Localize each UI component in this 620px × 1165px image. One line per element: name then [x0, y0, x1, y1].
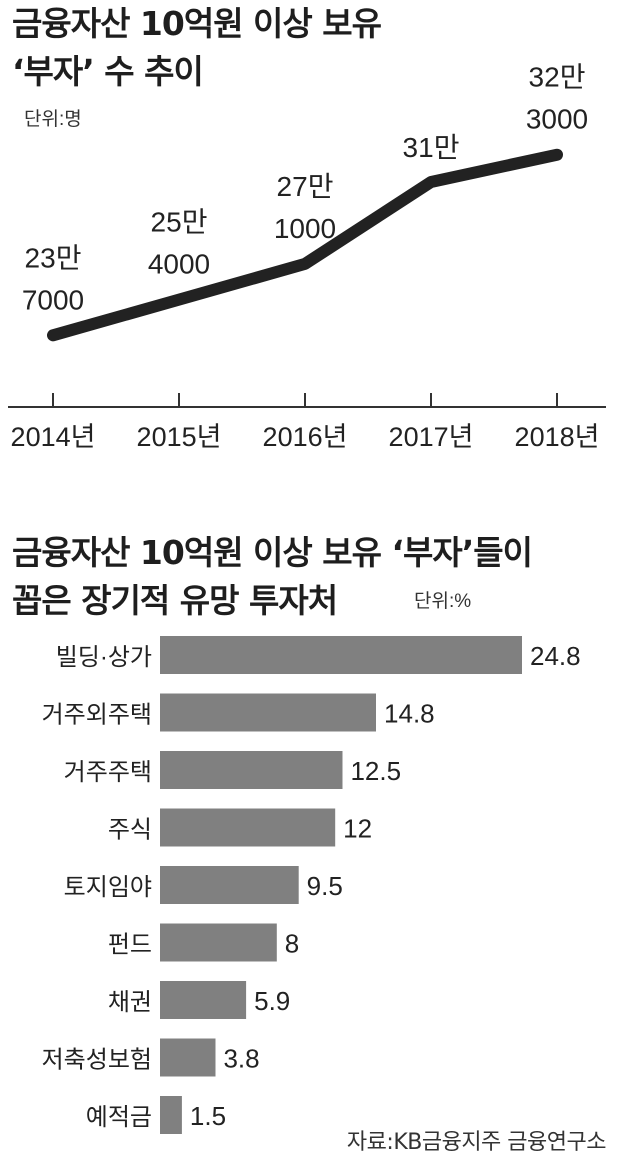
bar	[160, 693, 376, 732]
line-chart-title-line1: 금융자산 10억원 이상 보유	[12, 4, 382, 43]
data-label: 31만	[403, 132, 460, 163]
category-label: 펀드	[108, 932, 152, 959]
bar	[160, 1096, 182, 1134]
bar	[160, 981, 247, 1019]
bar	[160, 751, 343, 789]
bar-chart-title-line1: 금융자산 10억원 이상 보유 ‘부자’들이	[12, 533, 533, 572]
data-label: 1000	[274, 213, 336, 244]
bar-chart-unit: 단위:%	[414, 591, 472, 612]
value-label: 12	[343, 814, 372, 844]
x-tick-label: 2018년	[515, 422, 600, 452]
category-label: 빌딩·상가	[56, 644, 152, 671]
x-tick-label: 2016년	[263, 422, 348, 452]
bar	[160, 923, 277, 962]
value-label: 5.9	[254, 986, 290, 1016]
bar	[160, 1038, 216, 1077]
category-label: 거주주택	[64, 759, 152, 786]
category-label: 토지임야	[64, 874, 152, 901]
category-label: 예적금	[86, 1104, 152, 1131]
line-chart-unit: 단위:명	[24, 109, 82, 130]
value-label: 12.5	[350, 756, 401, 786]
bar	[160, 808, 336, 847]
bar-chart: 빌딩·상가 24.8 거주외주택 14.8 거주주택 12.5 주식 12 토지임야 9.5 펀드 8…	[42, 636, 581, 1134]
line-chart: 2014년 2015년 2016년 2017년 2018년 23만 7000 25만 4000 2…	[8, 62, 606, 452]
value-label: 3.8	[223, 1044, 259, 1074]
line-chart-title-line2: ‘부자’ 수 추이	[12, 52, 204, 91]
series-line	[47, 148, 563, 342]
value-label: 24.8	[530, 641, 581, 671]
x-tick-label: 2014년	[11, 422, 96, 452]
value-label: 8	[285, 929, 299, 959]
bar	[160, 636, 522, 674]
category-label: 거주외주택	[42, 702, 152, 729]
category-label: 저축성보험	[42, 1047, 152, 1074]
category-label: 주식	[108, 817, 152, 844]
data-label: 25만	[151, 207, 208, 238]
data-label: 4000	[148, 249, 210, 280]
x-tick-label: 2015년	[137, 422, 222, 452]
bar-chart-title-line2: 꼽은 장기적 유망 투자처	[12, 581, 338, 620]
value-label: 1.5	[190, 1101, 226, 1131]
data-label: 32만	[529, 62, 586, 93]
data-label: 3000	[526, 104, 588, 135]
value-label: 14.8	[384, 699, 435, 729]
value-label: 9.5	[307, 871, 343, 901]
data-label: 23만	[25, 242, 82, 273]
source-note: 자료:KB금융지주 금융연구소	[346, 1130, 607, 1155]
bar	[160, 866, 299, 904]
x-tick-label: 2017년	[389, 422, 474, 452]
category-label: 채권	[108, 989, 152, 1016]
data-label: 27만	[277, 171, 334, 202]
data-label: 7000	[22, 284, 84, 315]
